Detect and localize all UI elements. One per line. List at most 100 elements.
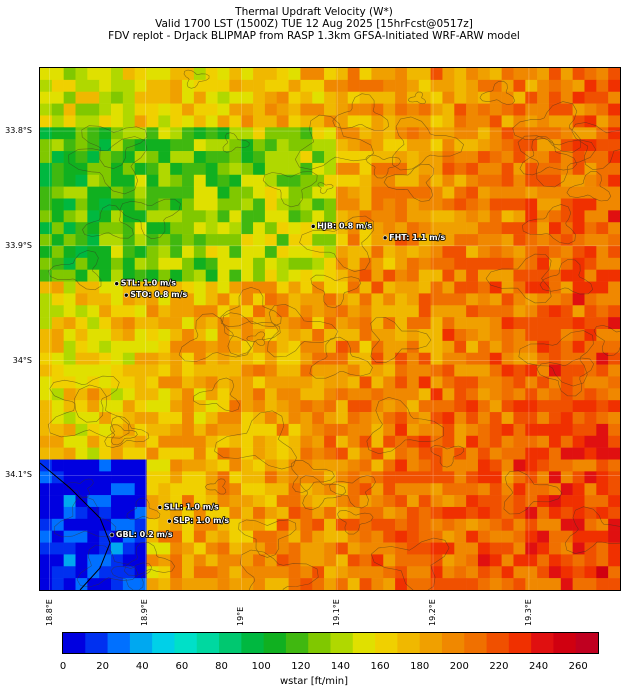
wstar-cell: [182, 471, 195, 484]
wstar-cell: [40, 234, 53, 247]
station-marker[interactable]: [167, 518, 172, 524]
wstar-cell: [525, 68, 538, 81]
wstar-cell: [122, 317, 135, 330]
wstar-cell: [418, 423, 431, 437]
wstar-cell: [406, 103, 420, 116]
wstar-cell: [158, 329, 171, 342]
wstar-cell: [454, 245, 467, 259]
wstar-cell: [87, 269, 100, 282]
wstar-cell: [335, 364, 349, 377]
wstar-cell: [406, 293, 420, 306]
wstar-cell: [312, 151, 325, 164]
wstar-cell: [347, 210, 360, 223]
wstar-cell: [477, 376, 491, 389]
wstar-cell: [383, 423, 396, 437]
wstar-cell: [158, 364, 171, 377]
wstar-cell: [466, 483, 479, 496]
wstar-cell: [182, 79, 195, 93]
wstar-cell: [288, 305, 301, 318]
wstar-cell: [264, 162, 278, 176]
wstar-cell: [122, 115, 135, 128]
wstar-cell: [596, 245, 609, 259]
wstar-cell: [288, 269, 301, 282]
wstar-cell: [193, 222, 207, 235]
wstar-cell: [182, 245, 195, 259]
wstar-cell: [442, 127, 455, 140]
colorbar-swatch: [152, 633, 175, 653]
wstar-cell: [217, 79, 230, 93]
wstar-cell: [383, 91, 396, 104]
wstar-cell: [288, 91, 301, 104]
wstar-cell: [193, 412, 207, 425]
wstar-cell: [170, 554, 183, 567]
wstar-cell: [371, 364, 384, 377]
wstar-cell: [513, 483, 526, 496]
station-marker[interactable]: [382, 235, 388, 241]
wstar-cell: [513, 400, 526, 413]
wstar-cell: [395, 151, 408, 164]
wstar-cell: [501, 554, 514, 567]
wstar-cell: [134, 578, 147, 590]
wstar-cell: [383, 222, 396, 235]
wstar-cell: [335, 554, 349, 567]
station-marker[interactable]: [310, 224, 316, 229]
wstar-map[interactable]: HJB: 0.8 m/s FHT: 1.1 m/s STL: 1.0 m/s STO:…: [39, 67, 621, 591]
wstar-cell: [501, 412, 514, 425]
wstar-cell: [40, 127, 53, 140]
station-marker[interactable]: [109, 532, 115, 538]
wstar-cell: [489, 293, 502, 306]
wstar-cell: [442, 506, 455, 520]
wstar-cell: [371, 79, 384, 93]
wstar-cell: [537, 506, 550, 520]
wstar-cell: [205, 174, 218, 187]
wstar-cell: [454, 459, 467, 472]
wstar-cell: [537, 329, 550, 342]
wstar-cell: [205, 68, 218, 81]
wstar-cell: [477, 471, 491, 484]
wstar-cell: [324, 151, 337, 164]
wstar-cell: [253, 103, 266, 116]
wstar-cell: [406, 127, 420, 140]
wstar-cell: [572, 518, 585, 531]
wstar-cell: [63, 186, 76, 199]
wstar-cell: [205, 186, 218, 199]
wstar-cell: [134, 174, 147, 187]
wstar-cell: [513, 127, 526, 140]
terrain-contour: [82, 204, 134, 239]
wstar-cell: [513, 495, 526, 508]
wstar-cell: [584, 281, 597, 294]
wstar-cell: [158, 423, 171, 437]
wstar-cell: [312, 103, 325, 116]
wstar-cell: [513, 423, 526, 437]
wstar-cell: [193, 400, 207, 413]
wstar-cell: [548, 198, 562, 211]
wstar-cell: [300, 566, 313, 579]
wstar-cell: [347, 542, 360, 555]
wstar-cell: [193, 139, 207, 152]
wstar-cell: [300, 518, 313, 531]
wstar-cell: [253, 352, 266, 365]
wstar-cell: [395, 459, 408, 472]
wstar-cell: [300, 388, 313, 401]
wstar-cell: [347, 91, 360, 104]
wstar-cell: [466, 340, 479, 354]
wstar-cell: [300, 400, 313, 413]
wstar-cell: [158, 530, 171, 543]
wstar-cell: [87, 578, 100, 590]
wstar-cell: [182, 412, 195, 425]
wstar-cell: [99, 329, 112, 342]
wstar-cell: [205, 281, 218, 294]
wstar-cell: [146, 305, 159, 318]
station-marker[interactable]: [123, 292, 129, 298]
wstar-cell: [324, 103, 337, 116]
wstar-cell: [477, 435, 491, 448]
station-marker[interactable]: [157, 505, 163, 510]
wstar-cell: [537, 139, 550, 152]
station-marker[interactable]: [114, 281, 119, 286]
wstar-cell: [253, 412, 266, 425]
wstar-cell: [182, 91, 195, 104]
wstar-cell: [288, 174, 301, 187]
wstar-cell: [217, 257, 230, 270]
wstar-cell: [572, 245, 585, 259]
wstar-cell: [406, 435, 420, 448]
